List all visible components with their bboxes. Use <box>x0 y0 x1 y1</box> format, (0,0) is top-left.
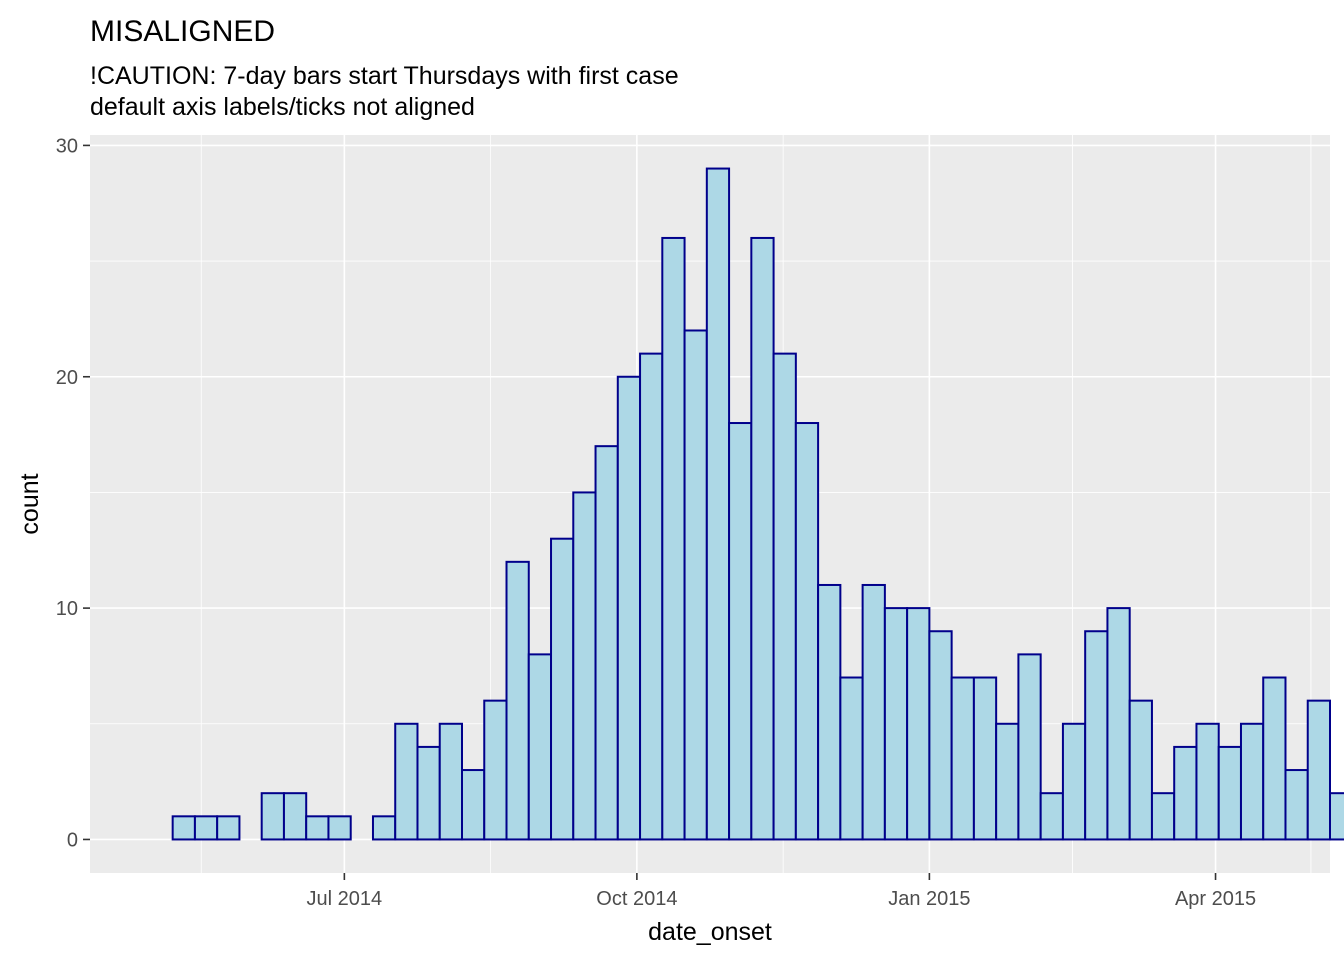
histogram-bar <box>906 607 931 841</box>
histogram-bar <box>1173 745 1198 841</box>
histogram-bar <box>995 722 1020 841</box>
histogram-bar <box>216 815 241 841</box>
histogram-bar <box>1217 745 1242 841</box>
histogram-bar <box>661 236 686 841</box>
histogram-bar <box>1284 769 1309 841</box>
x-tick-label: Jan 2015 <box>888 888 970 910</box>
histogram-bar <box>794 422 820 841</box>
y-tick-label: 0 <box>67 829 78 851</box>
x-axis-title: date_onset <box>648 918 772 946</box>
histogram-bar <box>839 676 864 841</box>
histogram-bar <box>594 445 619 841</box>
histogram-bar <box>1106 607 1131 841</box>
histogram-bars <box>171 167 1344 841</box>
histogram-bar <box>928 630 953 841</box>
histogram-bar <box>461 769 486 841</box>
histogram-bar <box>1306 699 1331 841</box>
histogram-bar <box>1150 792 1176 841</box>
histogram-bar <box>705 167 731 841</box>
histogram-bar <box>282 792 308 841</box>
y-tick-label: 30 <box>56 135 78 157</box>
histogram-bar <box>394 722 419 841</box>
histogram-bar <box>527 653 553 841</box>
chart-title: MISALIGNED <box>90 15 275 48</box>
histogram-bar <box>1084 630 1109 841</box>
y-tick-label: 20 <box>56 367 78 389</box>
histogram-bar <box>1061 722 1087 841</box>
histogram-bar <box>883 607 909 841</box>
y-tick-label: 10 <box>56 598 78 620</box>
x-tick-label: Oct 2014 <box>596 888 677 910</box>
histogram-bar <box>972 676 998 841</box>
histogram-bar <box>750 236 775 841</box>
histogram-bar <box>416 745 441 841</box>
histogram-bar <box>728 422 753 841</box>
histogram-bar <box>371 815 397 841</box>
x-axis: Jul 2014 Oct 2014 Jan 2015 Apr 2015 <box>307 873 1256 910</box>
y-axis-title: count <box>16 473 44 534</box>
histogram-bar <box>327 815 352 841</box>
histogram-bar <box>950 676 975 841</box>
y-axis: 0 10 20 30 <box>56 135 90 851</box>
histogram-bar <box>505 560 530 841</box>
histogram-bar <box>1329 792 1344 841</box>
histogram-bar <box>550 537 575 841</box>
histogram-bar <box>861 583 886 841</box>
histogram-bar <box>616 375 642 841</box>
histogram-bar <box>438 722 464 841</box>
histogram-bar <box>772 352 797 841</box>
x-tick-label: Jul 2014 <box>307 888 383 910</box>
histogram-bar <box>1239 722 1265 841</box>
histogram-bar <box>817 583 842 841</box>
chart-subtitle-line-1: !CAUTION: 7-day bars start Thursdays wit… <box>90 62 679 90</box>
histogram-bar <box>193 815 219 841</box>
chart-subtitle-line-2: default axis labels/ticks not aligned <box>90 93 475 121</box>
histogram-bar <box>1017 653 1042 841</box>
histogram-bar <box>572 491 597 841</box>
histogram-bar <box>1262 676 1287 841</box>
histogram-bar <box>1128 699 1153 841</box>
histogram-bar <box>483 699 508 841</box>
histogram-bar <box>1039 792 1064 841</box>
histogram-bar <box>305 815 330 841</box>
histogram-bar <box>683 329 708 841</box>
histogram-bar <box>1195 722 1220 841</box>
histogram-bar <box>639 352 664 841</box>
x-tick-label: Apr 2015 <box>1175 888 1256 910</box>
histogram-bar <box>171 815 196 841</box>
histogram-bar <box>260 792 285 841</box>
